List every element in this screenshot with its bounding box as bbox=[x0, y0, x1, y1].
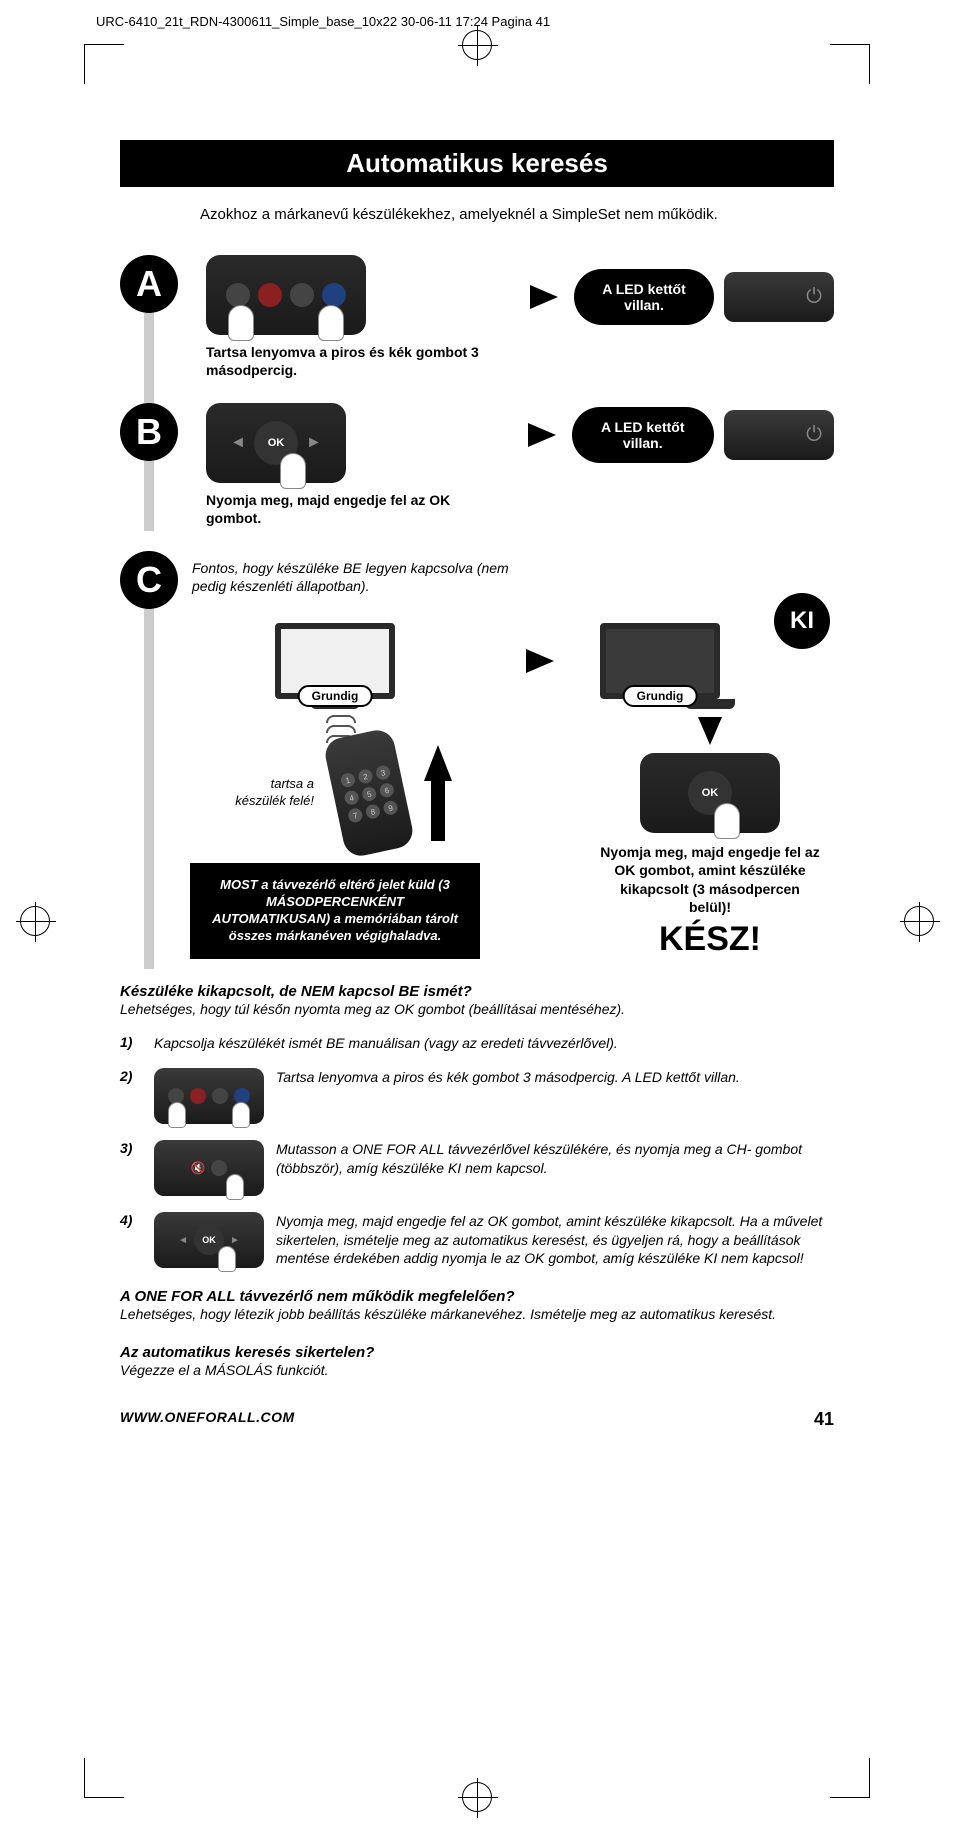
crop-mark bbox=[84, 1758, 124, 1798]
crop-mark bbox=[84, 44, 124, 84]
led-message: A LED kettőt villan. bbox=[574, 269, 714, 325]
troubleshoot-q1-sub: Lehetséges, hogy túl későn nyomta meg az… bbox=[120, 1000, 834, 1018]
step-1-text: Kapcsolja készülékét ismét BE manuálisan… bbox=[154, 1034, 618, 1052]
tv-illustration: Grundig bbox=[275, 623, 395, 699]
remote-illustration: OK bbox=[640, 753, 780, 833]
tv-off-illustration: Grundig bbox=[600, 623, 720, 699]
step-b: B ◄ OK ► Nyomja meg, majd engedje fel az… bbox=[120, 403, 834, 527]
crop-mark bbox=[830, 1758, 870, 1798]
small-remote-illustration: ◄ OK ► bbox=[154, 1212, 264, 1268]
footer-url: WWW.ONEFORALL.COM bbox=[120, 1409, 295, 1430]
ki-badge: KI bbox=[774, 593, 830, 649]
intro-text: Azokhoz a márkanevű készülékekhez, amely… bbox=[200, 205, 834, 225]
device-illustration bbox=[724, 272, 834, 322]
page-number: 41 bbox=[814, 1409, 834, 1430]
numbered-step-2: 2) Tartsa lenyomva a piros és kék gombot… bbox=[120, 1068, 834, 1124]
registration-mark bbox=[904, 906, 934, 936]
signal-info-box: MOST a távvezérlő eltérő jelet küld (3 M… bbox=[190, 863, 480, 959]
arrow-down-icon bbox=[698, 717, 722, 745]
step-c-right-caption: Nyomja meg, majd engedje fel az OK gombo… bbox=[600, 843, 820, 916]
step-number: 3) bbox=[120, 1140, 142, 1156]
step-c-note: Fontos, hogy készüléke BE legyen kapcsol… bbox=[192, 559, 522, 609]
done-label: KÉSZ! bbox=[600, 920, 820, 959]
registration-mark bbox=[462, 30, 492, 60]
troubleshoot-q2-title: A ONE FOR ALL távvezérlő nem működik meg… bbox=[120, 1288, 834, 1305]
troubleshoot-q1-title: Készüléke kikapcsolt, de NEM kapcsol BE … bbox=[120, 983, 834, 1000]
page-content: Automatikus keresés Azokhoz a márkanevű … bbox=[120, 140, 834, 1430]
step-c: C Fontos, hogy készüléke BE legyen kapcs… bbox=[120, 551, 834, 959]
step-letter-b: B bbox=[120, 403, 178, 461]
arrow-up-icon bbox=[424, 745, 452, 781]
step-letter-c: C bbox=[120, 551, 178, 609]
step-connector bbox=[144, 313, 154, 403]
troubleshoot-q3-sub: Végezze el a MÁSOLÁS funkciót. bbox=[120, 1361, 834, 1379]
small-remote-illustration bbox=[154, 1068, 264, 1124]
step-4-text: Nyomja meg, majd engedje fel az OK gombo… bbox=[276, 1212, 834, 1267]
remote-illustration bbox=[206, 255, 366, 335]
registration-mark bbox=[20, 906, 50, 936]
hold-toward-device: tartsa a készülék felé! bbox=[224, 776, 314, 810]
step-connector bbox=[144, 461, 154, 531]
tv-brand-label: Grundig bbox=[298, 685, 373, 707]
led-message: A LED kettőt villan. bbox=[572, 407, 714, 463]
step-letter-a: A bbox=[120, 255, 178, 313]
step-3-text: Mutasson a ONE FOR ALL távvezérlővel kés… bbox=[276, 1140, 834, 1176]
small-remote-illustration: 🔇 bbox=[154, 1140, 264, 1196]
tv-brand-label: Grundig bbox=[623, 685, 698, 707]
registration-mark bbox=[462, 1782, 492, 1812]
step-2-text: Tartsa lenyomva a piros és kék gombot 3 … bbox=[276, 1068, 740, 1086]
page-footer: WWW.ONEFORALL.COM 41 bbox=[120, 1409, 834, 1430]
print-header: URC-6410_21t_RDN-4300611_Simple_base_10x… bbox=[96, 14, 550, 29]
step-number: 2) bbox=[120, 1068, 142, 1084]
arrow-icon bbox=[526, 649, 554, 673]
step-number: 4) bbox=[120, 1212, 142, 1228]
step-a: A Tartsa lenyomva a piros és kék gombot … bbox=[120, 255, 834, 379]
numbered-step-3: 3) 🔇 Mutasson a ONE FOR ALL távvezérlőve… bbox=[120, 1140, 834, 1196]
step-b-caption: Nyomja meg, majd engedje fel az OK gombo… bbox=[206, 491, 482, 527]
troubleshoot-q2-sub: Lehetséges, hogy létezik jobb beállítás … bbox=[120, 1305, 834, 1323]
troubleshoot-q3-title: Az automatikus keresés sikertelen? bbox=[120, 1344, 834, 1361]
step-a-caption: Tartsa lenyomva a piros és kék gombot 3 … bbox=[206, 343, 484, 379]
remote-illustration: ◄ OK ► bbox=[206, 403, 346, 483]
arrow-icon bbox=[528, 423, 556, 447]
step-connector bbox=[144, 609, 154, 969]
page-title: Automatikus keresés bbox=[120, 140, 834, 187]
device-illustration bbox=[724, 410, 834, 460]
remote-tilted: 123456789 bbox=[322, 727, 415, 859]
numbered-step-4: 4) ◄ OK ► Nyomja meg, majd engedje fel a… bbox=[120, 1212, 834, 1268]
crop-mark bbox=[830, 44, 870, 84]
numbered-step-1: 1) Kapcsolja készülékét ismét BE manuáli… bbox=[120, 1034, 834, 1052]
step-number: 1) bbox=[120, 1034, 142, 1050]
arrow-icon bbox=[530, 285, 558, 309]
